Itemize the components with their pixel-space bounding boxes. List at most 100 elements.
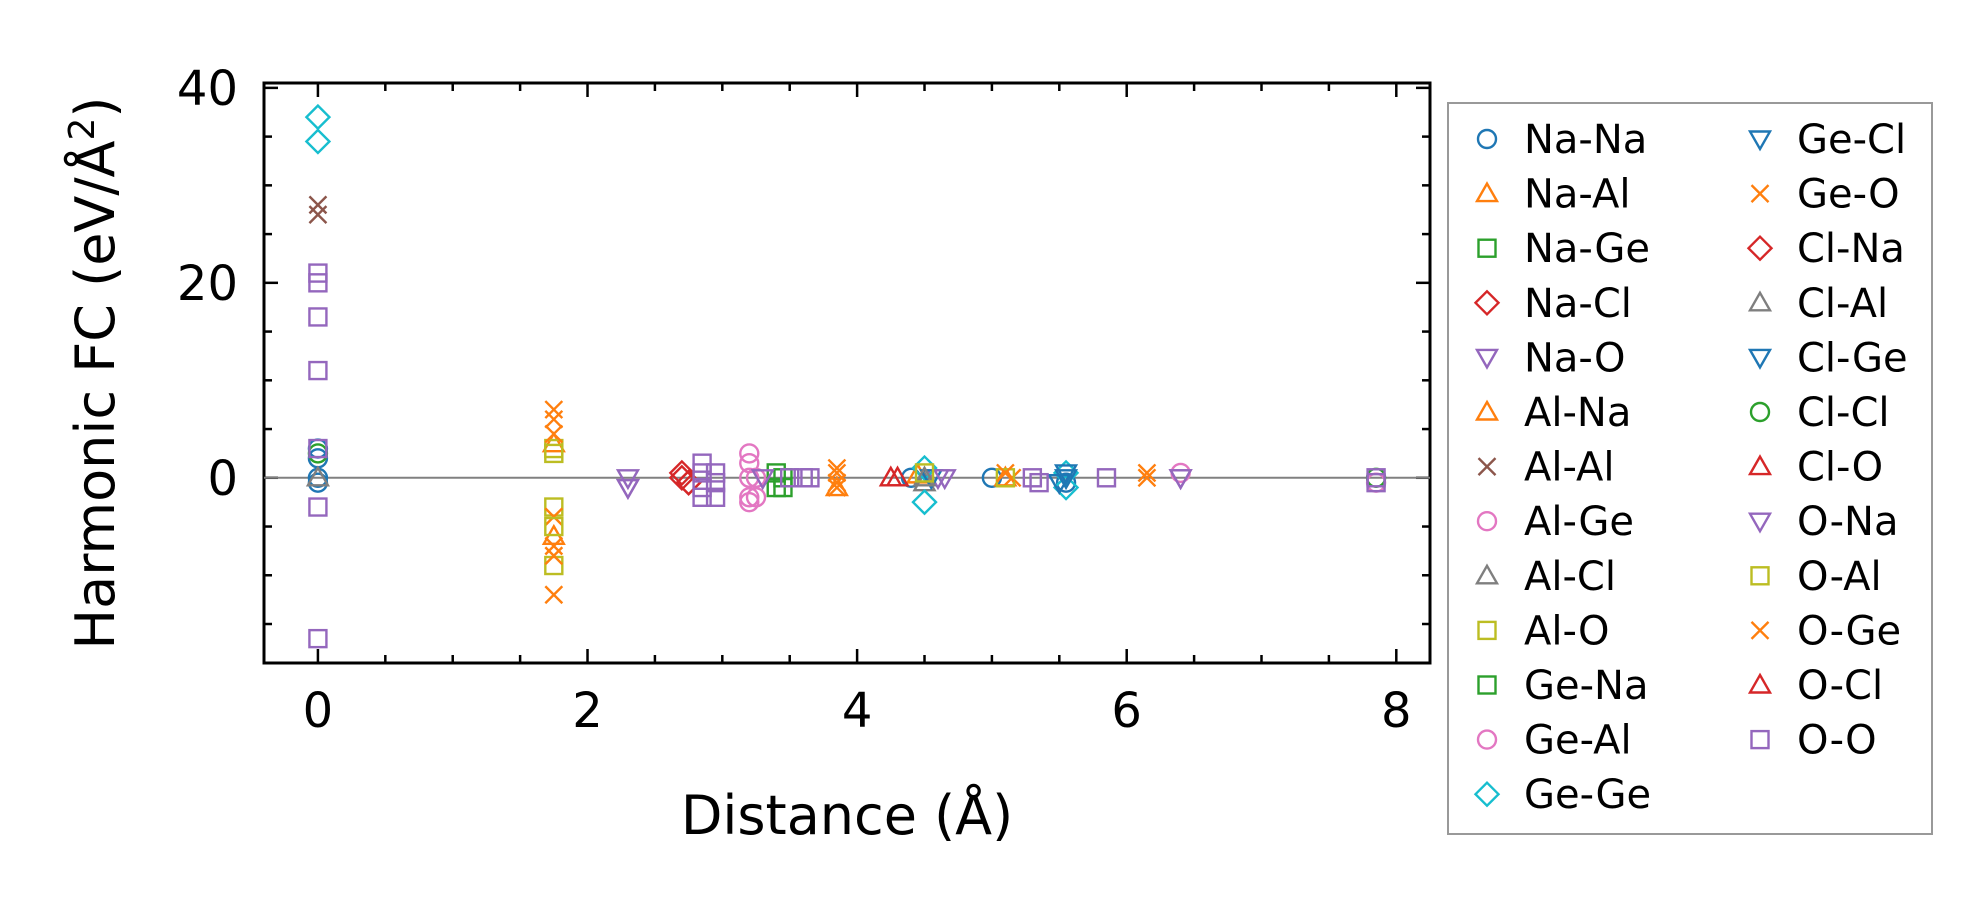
legend-entry: Al-Na — [1474, 390, 1631, 436]
data-point — [705, 487, 726, 507]
data-point — [304, 103, 332, 131]
legend-marker — [1746, 235, 1774, 262]
legend-marker — [1476, 729, 1498, 750]
legend-frame — [1447, 102, 1933, 835]
y-tick-label: 40 — [177, 61, 238, 117]
data-point — [705, 472, 726, 493]
x-axis-label: Distance (Å) — [681, 783, 1013, 847]
data-point — [304, 128, 332, 155]
data-point — [827, 473, 847, 493]
data-point — [544, 507, 564, 527]
data-point — [800, 468, 820, 488]
data-point — [996, 463, 1015, 483]
data-point — [745, 487, 767, 508]
data-points — [304, 103, 1387, 649]
series-o-o — [308, 263, 1386, 649]
legend-marker — [1747, 290, 1773, 312]
data-point — [885, 465, 910, 487]
data-point — [932, 469, 957, 491]
y-tick-labels: 0 20 40 — [177, 61, 238, 507]
data-point — [1047, 473, 1072, 496]
legend-marker — [1750, 566, 1770, 586]
data-point — [544, 443, 564, 464]
series-al-al — [308, 195, 328, 224]
y-axis-label-main: Harmonic FC (eV/Å — [63, 140, 127, 649]
legend-label: Na-Na — [1524, 117, 1647, 163]
tick-marks — [264, 83, 1430, 663]
data-point — [544, 409, 564, 429]
x-tick-label: 4 — [842, 683, 873, 739]
series-ge-cl — [919, 469, 1079, 491]
axes — [262, 81, 1432, 665]
series-ge-al — [745, 467, 767, 508]
series-cl-al — [912, 465, 937, 487]
legend-label: O-Ge — [1797, 608, 1901, 654]
legend-label: Al-Ge — [1524, 499, 1634, 545]
legend-marker — [1473, 289, 1501, 316]
legend-marker — [1474, 399, 1500, 421]
data-point — [1096, 468, 1117, 488]
legend-marker — [1749, 401, 1771, 423]
legend-label: Cl-Al — [1797, 281, 1888, 327]
legend-label: Ge-Na — [1524, 663, 1648, 709]
data-point — [544, 400, 564, 419]
data-point — [1170, 462, 1191, 484]
legend-marker — [1750, 621, 1770, 640]
legend-label: Al-Al — [1524, 445, 1615, 491]
legend-label: O-Na — [1797, 499, 1898, 545]
data-point — [827, 458, 847, 478]
legend-entry: Cl-Na — [1746, 226, 1905, 272]
legend-marker — [1747, 130, 1773, 152]
data-point — [544, 555, 564, 576]
x-tick-label: 6 — [1111, 683, 1142, 739]
data-point — [308, 628, 328, 649]
data-point — [1366, 472, 1386, 493]
x-tick-label: 2 — [572, 683, 603, 739]
data-point — [544, 585, 564, 605]
legend-marker — [1474, 348, 1500, 370]
data-point — [692, 453, 712, 473]
data-point — [544, 516, 564, 537]
data-point — [692, 463, 712, 483]
data-point — [827, 478, 847, 497]
legend-marker — [1747, 454, 1773, 476]
data-point — [668, 464, 696, 491]
data-point — [544, 424, 564, 444]
legend-marker — [1747, 512, 1773, 534]
plot-frame — [262, 81, 1432, 665]
data-point — [739, 443, 760, 464]
data-point — [544, 546, 564, 566]
legend-marker — [1750, 729, 1770, 750]
data-point — [750, 469, 775, 491]
data-point — [308, 263, 328, 283]
data-point — [692, 487, 712, 507]
legend-label: Ge-Ge — [1524, 772, 1651, 818]
legend-label: Al-Na — [1524, 390, 1631, 436]
legend-entry: Al-O — [1477, 608, 1610, 654]
data-point — [308, 195, 328, 215]
legend-entry: Na-Ge — [1477, 226, 1650, 272]
series-na-na — [307, 438, 1077, 493]
data-point — [1022, 468, 1043, 488]
legend-entry: Na-Cl — [1473, 281, 1632, 327]
series-o-ge — [544, 409, 1157, 566]
x-tick-label: 8 — [1381, 683, 1412, 739]
legend-label: Na-Cl — [1524, 281, 1632, 327]
legend-entry: Al-Al — [1477, 445, 1615, 491]
legend-entry: Na-Al — [1474, 172, 1630, 218]
legend-entry: O-O — [1750, 718, 1877, 764]
legend-entry: O-Na — [1747, 499, 1898, 545]
legend-label: Na-Al — [1524, 172, 1630, 218]
legend-entry: Al-Cl — [1474, 554, 1616, 600]
legend-label: Na-O — [1524, 335, 1625, 381]
legend-marker — [1477, 675, 1497, 695]
legend-marker — [1476, 511, 1498, 532]
legend-label: Na-Ge — [1524, 226, 1650, 272]
legend-label: Al-Cl — [1524, 554, 1616, 600]
legend-label: O-Cl — [1797, 663, 1883, 709]
legend-marker — [1477, 238, 1497, 258]
y-axis-label-close: ) — [64, 97, 127, 118]
series-ge-ge — [304, 103, 1080, 516]
series-ge-o — [544, 400, 1157, 605]
